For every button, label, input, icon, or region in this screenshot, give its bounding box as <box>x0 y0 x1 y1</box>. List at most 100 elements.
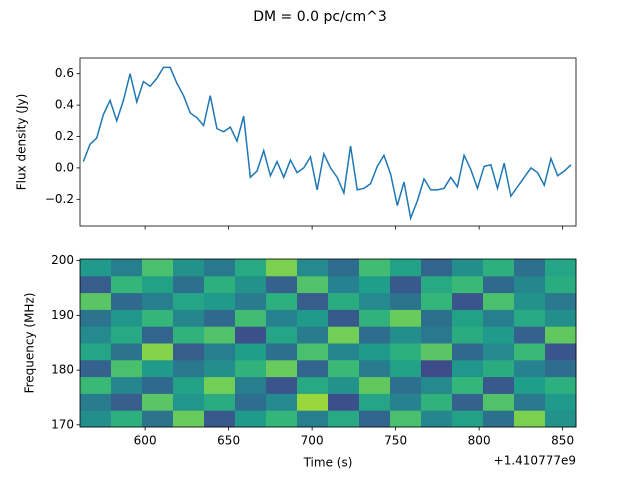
heatmap-cell <box>235 326 267 344</box>
heatmap-cell <box>483 343 515 361</box>
heatmap-cell <box>235 259 267 277</box>
heatmap-cell <box>80 376 112 394</box>
heatmap-cell <box>266 275 298 294</box>
heatmap-cell <box>452 376 484 394</box>
heatmap-cell <box>514 359 546 378</box>
heatmap-cell <box>173 259 205 277</box>
heatmap-cell <box>483 410 515 428</box>
heatmap-cell <box>328 259 360 277</box>
heatmap-cell <box>514 326 546 344</box>
heatmap-cell <box>235 410 267 428</box>
heatmap-cell <box>111 343 143 361</box>
heatmap-cell <box>235 393 267 411</box>
heatmap-cell <box>111 376 143 394</box>
axes-frame <box>79 258 577 428</box>
heatmap-cell <box>483 259 515 277</box>
heatmap-cell <box>204 275 236 294</box>
heatmap-cell <box>483 376 515 394</box>
x-tick-label: 750 <box>384 434 407 448</box>
heatmap-cell <box>545 292 577 310</box>
heatmap-cell <box>390 359 422 378</box>
heatmap-cell <box>328 343 360 361</box>
heatmap-cell <box>359 326 391 344</box>
heatmap-cell <box>359 410 391 428</box>
heatmap-cell <box>173 410 205 428</box>
heatmap-cell <box>390 275 422 294</box>
heatmap-cell <box>483 393 515 411</box>
heatmap-cell <box>297 343 329 361</box>
heatmap-cell <box>452 410 484 428</box>
x-tick-label: 650 <box>217 434 240 448</box>
heatmap-cell <box>421 275 453 294</box>
y-tick-label: 190 <box>51 308 74 322</box>
flux-line <box>82 66 572 221</box>
heatmap-cell <box>111 359 143 378</box>
heatmap-cell <box>452 292 484 310</box>
heatmap-cell <box>421 393 453 411</box>
heatmap-cell <box>80 343 112 361</box>
heatmap-cell <box>545 275 577 294</box>
heatmap-cell <box>266 410 298 428</box>
heatmap-cell <box>390 326 422 344</box>
heatmap-cell <box>297 376 329 394</box>
heatmap-cell <box>173 309 205 327</box>
y-tick-label: 0.0 <box>55 160 74 174</box>
heatmap-cell <box>111 309 143 327</box>
y-tick-label: 0.4 <box>55 98 74 112</box>
heatmap-cell <box>545 410 577 428</box>
heatmap-cell <box>142 292 174 310</box>
heatmap-cell <box>173 343 205 361</box>
heatmap-cell <box>545 326 577 344</box>
heatmap-cell <box>421 326 453 344</box>
heatmap-cell <box>297 393 329 411</box>
heatmap-cell <box>173 376 205 394</box>
heatmap-cell <box>204 376 236 394</box>
heatmap-cell <box>204 309 236 327</box>
heatmap-cell <box>142 326 174 344</box>
heatmap-cell <box>80 410 112 428</box>
heatmap-cell <box>111 275 143 294</box>
heatmap-cell <box>452 259 484 277</box>
heatmap-cell <box>80 326 112 344</box>
heatmap-cell <box>452 393 484 411</box>
y-tick-label: 200 <box>51 253 74 267</box>
heatmap-cell <box>266 292 298 310</box>
heatmap-cell <box>483 326 515 344</box>
heatmap-cell <box>235 359 267 378</box>
heatmap-cell <box>514 275 546 294</box>
heatmap-cell <box>390 410 422 428</box>
heatmap-cell <box>483 292 515 310</box>
heatmap-cell <box>390 309 422 327</box>
heatmap-cell <box>266 393 298 411</box>
heatmap-cell <box>390 292 422 310</box>
heatmap-cell <box>452 326 484 344</box>
heatmap-cell <box>483 275 515 294</box>
x-offset-label: +1.410777e9 <box>494 454 576 468</box>
heatmap-cell <box>390 259 422 277</box>
heatmap-cell <box>142 309 174 327</box>
heatmap-cell <box>359 343 391 361</box>
heatmap-cell <box>173 326 205 344</box>
heatmap-cell <box>80 309 112 327</box>
heatmap-cell <box>328 410 360 428</box>
heatmap-cell <box>111 292 143 310</box>
heatmap-cell <box>514 393 546 411</box>
heatmap-cell <box>111 410 143 428</box>
heatmap-cell <box>452 275 484 294</box>
heatmap-cell <box>297 410 329 428</box>
heatmap-cell <box>266 359 298 378</box>
heatmap-cell <box>111 326 143 344</box>
heatmap-cell <box>266 259 298 277</box>
heatmap-cell <box>452 343 484 361</box>
y-axis-label: Frequency (MHz) <box>23 293 37 394</box>
x-axis-label: Time (s) <box>303 456 353 470</box>
heatmap-cell <box>452 359 484 378</box>
heatmap-cell <box>328 275 360 294</box>
heatmap-cell <box>80 292 112 310</box>
heatmap-cell <box>173 275 205 294</box>
heatmap-cell <box>359 292 391 310</box>
x-tick-label: 850 <box>551 434 574 448</box>
heatmap-cell <box>142 275 174 294</box>
heatmap-cell <box>266 376 298 394</box>
heatmap-cell <box>235 309 267 327</box>
